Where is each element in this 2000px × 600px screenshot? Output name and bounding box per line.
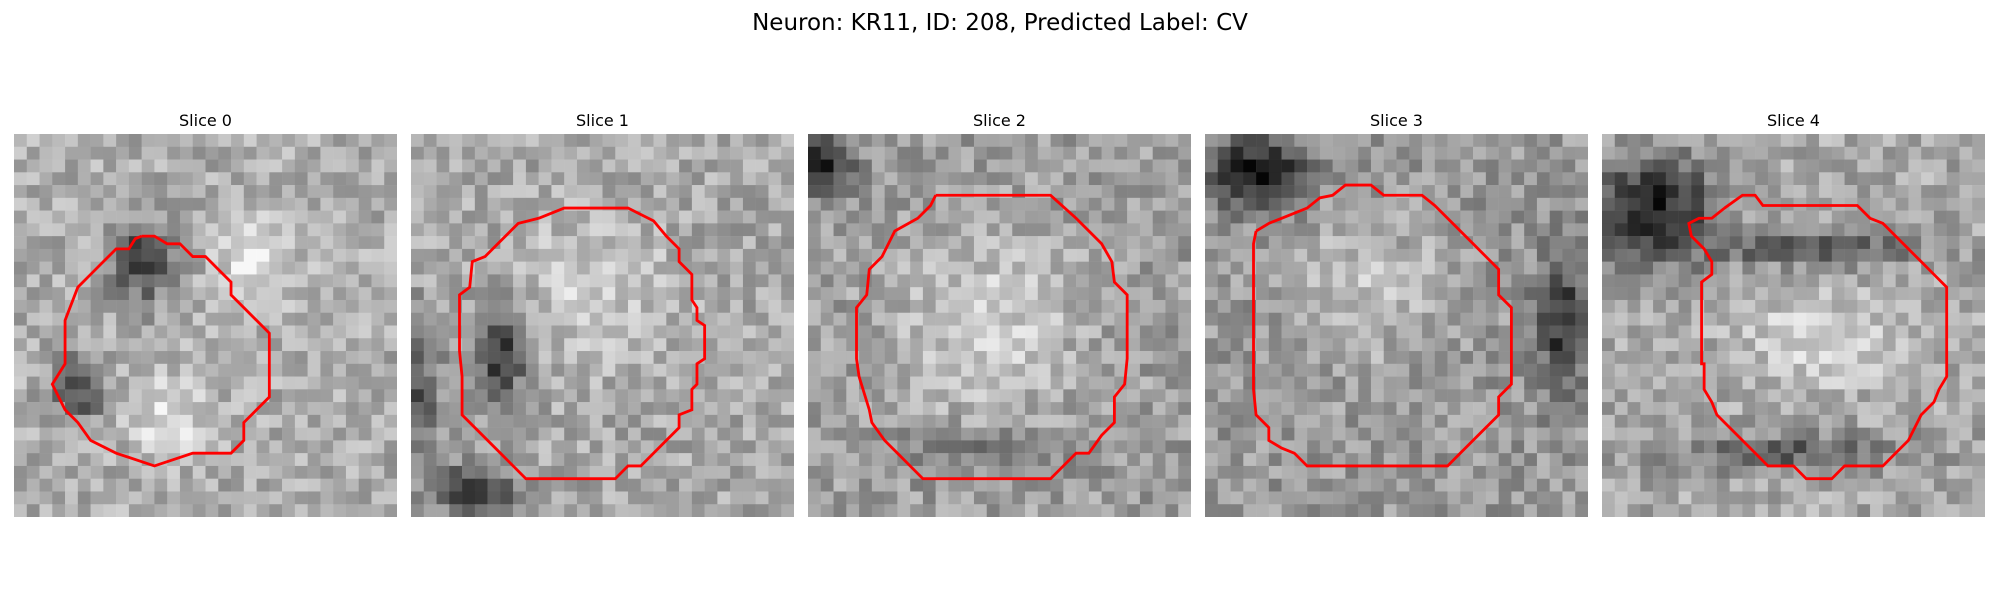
roi-outline: [458, 206, 707, 481]
slice-panel-4: Slice 4: [1602, 107, 1985, 517]
slice-title: Slice 0: [179, 111, 232, 130]
slice-panel-1: Slice 1: [411, 107, 794, 517]
roi-outline: [1252, 183, 1513, 468]
slice-title: Slice 1: [576, 111, 629, 130]
slice-title: Slice 2: [973, 111, 1026, 130]
slice-panel-3: Slice 3: [1205, 107, 1588, 517]
figure-title: Neuron: KR11, ID: 208, Predicted Label: …: [752, 10, 1248, 36]
slice-panel-2: Slice 2: [808, 107, 1191, 517]
roi-outline: [50, 234, 271, 468]
slice-image: [14, 134, 397, 517]
slice-title: Slice 4: [1767, 111, 1820, 130]
slice-panel-0: Slice 0: [14, 107, 397, 517]
slice-title: Slice 3: [1370, 111, 1423, 130]
slice-image: [808, 134, 1191, 517]
roi-outline: [855, 193, 1129, 481]
slice-image: [1602, 134, 1985, 517]
slice-image: [1205, 134, 1588, 517]
roi-outline: [1687, 193, 1949, 481]
slice-image: [411, 134, 794, 517]
